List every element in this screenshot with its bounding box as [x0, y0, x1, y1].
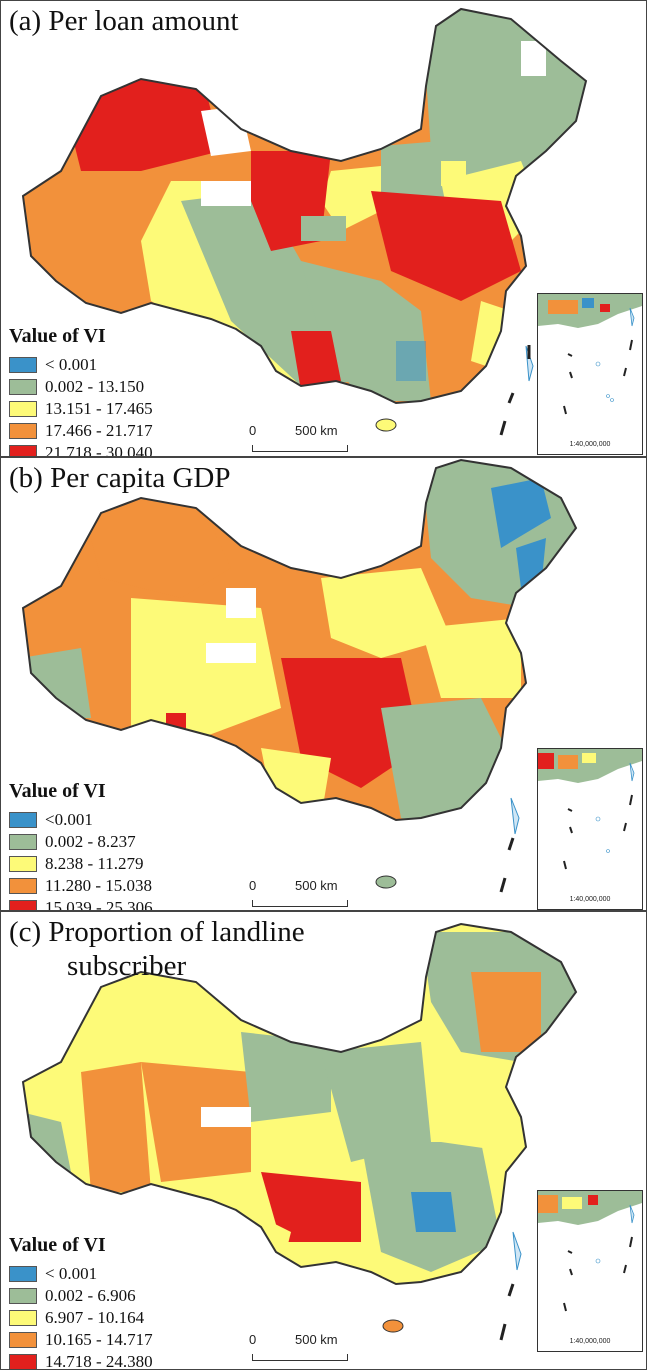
scale-km: 500 km [295, 1332, 338, 1347]
legend-label: 21.718 - 30.040 [45, 443, 153, 457]
legend-item: 11.280 - 15.038 [9, 875, 153, 897]
legend-item: 6.907 - 10.164 [9, 1307, 153, 1329]
scale-km: 500 km [295, 878, 338, 893]
legend-item: 13.151 - 17.465 [9, 398, 153, 420]
legend: Value of VI < 0.001 0.002 - 13.150 13.15… [9, 325, 153, 457]
legend-label: 11.280 - 15.038 [45, 876, 153, 895]
panel-proportion-landline: (c) Proportion of landline subscriber Va… [0, 911, 647, 1370]
panel-title-line2: subscriber [67, 950, 187, 982]
legend-item: 10.165 - 14.717 [9, 1329, 153, 1351]
legend-item: 0.002 - 13.150 [9, 376, 153, 398]
legend-title: Value of VI [9, 1234, 106, 1256]
scale-zero: 0 [249, 423, 257, 438]
legend-label: < 0.001 [45, 1264, 98, 1283]
legend-label: < 0.001 [45, 355, 98, 374]
panel-title: (b) Per capita GDP [9, 462, 231, 494]
legend-swatch-green [9, 1288, 37, 1304]
scale-bar: 0 500 km [249, 878, 359, 908]
scale-km: 500 km [295, 423, 338, 438]
legend-label: 13.151 - 17.465 [45, 399, 153, 418]
scale-zero: 0 [249, 1332, 257, 1347]
scale-bar-line [252, 1354, 348, 1361]
panel-title: (a) Per loan amount [9, 5, 239, 37]
legend-title: Value of VI [9, 325, 106, 347]
legend-swatch-orange [9, 423, 37, 439]
legend-item: < 0.001 [9, 354, 153, 376]
legend: Value of VI <0.001 0.002 - 8.237 8.238 -… [9, 780, 153, 911]
legend-label: 6.907 - 10.164 [45, 1308, 145, 1327]
inset-scale-ratio: 1:40,000,000 [569, 1338, 611, 1345]
inset-islands [538, 749, 642, 870]
legend-title: Value of VI [9, 780, 106, 802]
inset-islands [538, 294, 642, 415]
legend-swatch-blue [9, 812, 37, 828]
legend-label: 8.238 - 11.279 [45, 854, 144, 873]
legend-label: 17.466 - 21.717 [45, 421, 153, 440]
legend-swatch-orange [9, 1332, 37, 1348]
legend-item: 15.039 - 25.306 [9, 897, 153, 911]
inset-map: 1:40,000,000 [537, 1190, 643, 1352]
legend-swatch-orange [9, 878, 37, 894]
legend-item: < 0.001 [9, 1263, 153, 1285]
scale-bar: 0 500 km [249, 423, 359, 453]
inset-islands [538, 1191, 642, 1312]
legend-swatch-yellow [9, 401, 37, 417]
panel-per-capita-gdp: (b) Per capita GDP Value of VI <0.001 0.… [0, 457, 647, 911]
legend-swatch-green [9, 379, 37, 395]
legend-swatch-blue [9, 357, 37, 373]
legend-swatch-red [9, 900, 37, 910]
legend-item: 14.718 - 24.380 [9, 1351, 153, 1370]
scale-zero: 0 [249, 878, 257, 893]
legend-swatch-yellow [9, 1310, 37, 1326]
legend-label: 14.718 - 24.380 [45, 1352, 153, 1370]
panel-per-loan-amount: (a) Per loan amount Value of VI < 0.001 … [0, 0, 647, 457]
legend-swatch-green [9, 834, 37, 850]
inset-map: 1:40,000,000 [537, 748, 643, 910]
inset-scale-ratio: 1:40,000,000 [569, 441, 611, 448]
legend-item: <0.001 [9, 809, 153, 831]
scale-bar-line [252, 445, 348, 452]
legend-label: 0.002 - 8.237 [45, 832, 136, 851]
legend-label: 0.002 - 6.906 [45, 1286, 136, 1305]
legend-label: 0.002 - 13.150 [45, 377, 145, 396]
legend-swatch-red [9, 445, 37, 456]
choropleth-map-b [1, 458, 646, 910]
legend-swatch-blue [9, 1266, 37, 1282]
panel-title: (c) Proportion of landline [9, 916, 305, 948]
legend-item: 21.718 - 30.040 [9, 442, 153, 457]
legend-item: 8.238 - 11.279 [9, 853, 153, 875]
legend-item: 0.002 - 6.906 [9, 1285, 153, 1307]
legend-label: 15.039 - 25.306 [45, 898, 153, 911]
choropleth-map-a [1, 1, 646, 456]
legend-label: 10.165 - 14.717 [45, 1330, 153, 1349]
legend-label: <0.001 [45, 810, 93, 829]
legend-swatch-yellow [9, 856, 37, 872]
inset-scale-ratio: 1:40,000,000 [569, 896, 611, 903]
legend-item: 0.002 - 8.237 [9, 831, 153, 853]
scale-bar-line [252, 900, 348, 907]
legend: Value of VI < 0.001 0.002 - 6.906 6.907 … [9, 1234, 153, 1370]
legend-item: 17.466 - 21.717 [9, 420, 153, 442]
legend-swatch-red [9, 1354, 37, 1369]
inset-map: 1:40,000,000 [537, 293, 643, 455]
scale-bar: 0 500 km [249, 1332, 359, 1362]
